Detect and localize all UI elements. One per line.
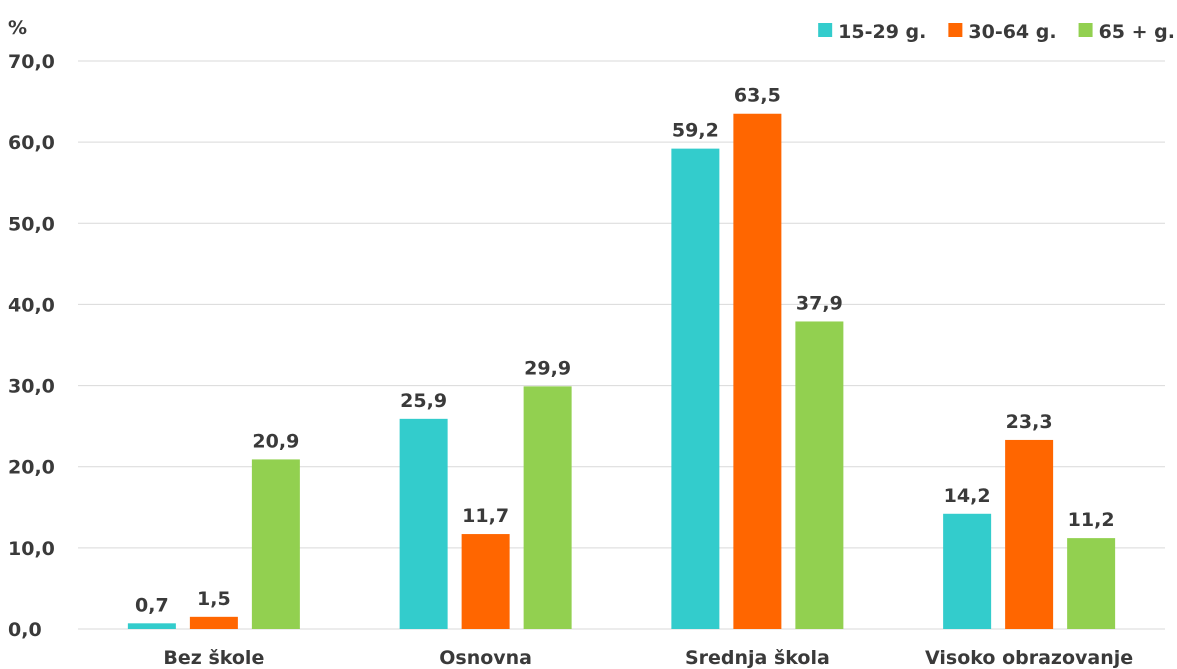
legend-label: 15-29 g. (838, 21, 926, 43)
data-label: 37,9 (796, 292, 843, 314)
data-label: 59,2 (672, 120, 719, 142)
bar (251, 459, 300, 629)
y-tick-label: 30,0 (8, 376, 55, 398)
legend-swatch (1078, 23, 1093, 37)
y-tick-label: 60,0 (8, 132, 55, 154)
y-tick-label: 70,0 (8, 51, 55, 73)
data-label: 23,3 (1006, 411, 1053, 433)
y-tick-label: 40,0 (8, 294, 55, 316)
bar (523, 386, 572, 629)
data-label: 25,9 (400, 390, 447, 412)
bar (795, 321, 844, 629)
bar (1067, 538, 1116, 629)
data-label: 0,7 (135, 594, 169, 616)
data-label: 1,5 (197, 588, 231, 610)
data-label: 11,2 (1068, 509, 1115, 531)
y-axis-tick-labels: 0,0 10,0 20,0 30,0 40,0 50,0 60,0 70,0 (8, 51, 55, 641)
bar (399, 418, 448, 629)
category-label: Osnovna (439, 647, 532, 669)
data-label: 29,9 (524, 357, 571, 379)
data-labels: 0,7 1,5 20,9 25,9 11,7 29,9 59,2 63,5 37,9 14,2 23… (135, 85, 1115, 617)
legend-swatch (818, 23, 833, 37)
bar (189, 616, 238, 629)
y-axis-unit-label: % (8, 17, 27, 39)
legend-label: 30-64 g. (968, 21, 1056, 43)
data-label: 11,7 (462, 505, 509, 527)
bar (1005, 439, 1054, 629)
category-label: Srednja škola (685, 647, 830, 669)
bar (461, 534, 510, 629)
legend: 65 + g. 30-64 g. 15-29 g. (818, 21, 1175, 43)
category-label: Visoko obrazovanje (925, 647, 1133, 669)
data-label: 63,5 (734, 85, 781, 107)
y-tick-label: 20,0 (8, 457, 55, 479)
data-label: 14,2 (944, 485, 991, 507)
legend-label: 65 + g. (1099, 21, 1175, 43)
data-label: 20,9 (252, 430, 299, 452)
bar (671, 148, 720, 630)
bar (733, 113, 782, 629)
bars (127, 113, 1116, 630)
y-tick-label: 0,0 (8, 619, 42, 641)
bar (127, 623, 176, 629)
category-labels: Bez škole Osnovna Srednja škola Visoko obra… (163, 647, 1133, 669)
y-tick-label: 50,0 (8, 213, 55, 235)
legend-swatch (948, 23, 963, 37)
bar (943, 513, 992, 629)
gridlines (78, 60, 1165, 630)
category-label: Bez škole (163, 647, 264, 669)
y-tick-label: 10,0 (8, 538, 55, 560)
